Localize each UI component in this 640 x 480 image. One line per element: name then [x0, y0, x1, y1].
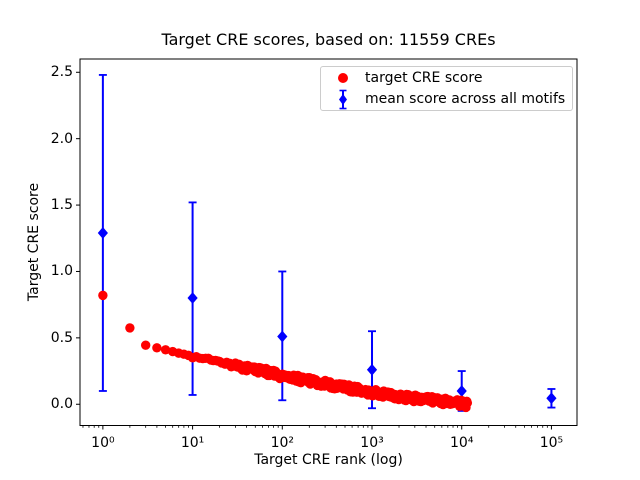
red-point	[160, 345, 171, 355]
red-point	[140, 340, 151, 350]
chart-title: Target CRE scores, based on: 11559 CREs	[161, 30, 496, 49]
red-point	[125, 323, 135, 333]
x-tick-label: 10¹	[180, 435, 205, 451]
legend-marker	[321, 89, 365, 110]
x-axis-label: Target CRE rank (log)	[254, 452, 403, 468]
axes-frame	[79, 58, 578, 426]
legend-label: mean score across all motifs	[365, 90, 566, 107]
y-tick-label: 2.5	[50, 64, 73, 81]
blue-mean-point	[277, 330, 288, 343]
x-tick-label: 10⁴	[450, 435, 474, 451]
y-tick-label: 1.5	[50, 197, 73, 214]
x-tick-label: 10³	[360, 435, 384, 451]
red-point	[462, 398, 473, 408]
y-tick-label: 0.0	[50, 396, 73, 413]
blue-mean-point	[97, 227, 108, 239]
blue-mean-point	[546, 392, 557, 405]
x-tick-label: 10⁰	[91, 435, 115, 451]
y-tick-label: 2.0	[50, 130, 73, 147]
x-tick-label: 10⁵	[539, 435, 564, 451]
legend-label: target CRE score	[365, 69, 483, 86]
red-circle-icon	[338, 73, 348, 83]
legend-item-mean-score: mean score across all motifs	[321, 89, 572, 110]
red-point	[152, 343, 162, 353]
blue-mean-point	[366, 363, 378, 376]
red-point	[98, 290, 108, 301]
legend-marker	[321, 73, 365, 83]
legend: target CRE score mean score across all m…	[320, 66, 573, 111]
y-tick-label: 1.0	[50, 263, 73, 280]
y-tick-label: 0.5	[50, 329, 73, 346]
legend-item-target-cre-score: target CRE score	[321, 68, 572, 89]
x-tick-label: 10²	[270, 435, 295, 451]
blue-mean-point	[456, 385, 467, 397]
blue-mean-point	[187, 292, 198, 304]
blue-diamond-errorbar-icon	[339, 89, 347, 109]
